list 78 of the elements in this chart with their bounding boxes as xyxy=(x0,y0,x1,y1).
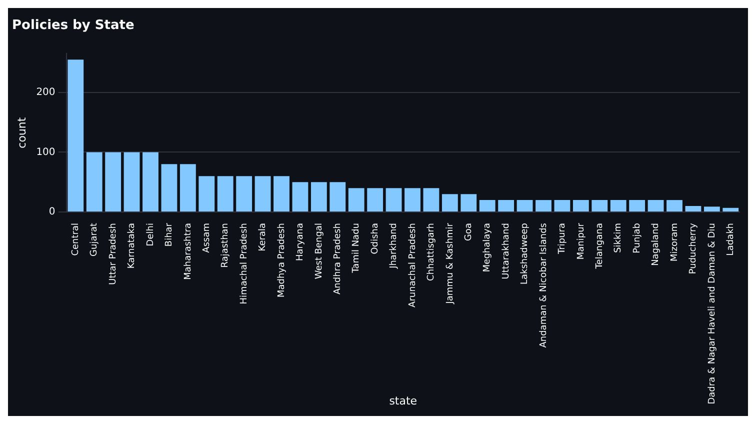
bar xyxy=(217,176,234,212)
x-tick-label: Mizoram xyxy=(670,223,680,262)
x-tick-label: Maharashtra xyxy=(183,223,194,280)
x-tick-label: Tripura xyxy=(558,223,568,256)
bar xyxy=(161,164,178,212)
bar xyxy=(404,188,420,212)
bar xyxy=(386,188,402,212)
bar xyxy=(442,194,458,212)
x-tick-label: Ladakh xyxy=(726,223,736,256)
bar xyxy=(629,200,646,212)
bar xyxy=(367,188,384,212)
bar xyxy=(516,200,533,212)
bar xyxy=(105,152,122,212)
x-tick-label: Gujarat xyxy=(90,222,100,256)
bar xyxy=(274,176,290,212)
bar xyxy=(198,176,215,212)
bar xyxy=(648,200,664,212)
x-tick-label: Punjab xyxy=(632,222,642,254)
x-tick-label: Uttar Pradesh xyxy=(108,223,118,285)
bar xyxy=(666,200,682,212)
x-tick-label: Assam xyxy=(202,223,212,253)
bar xyxy=(180,164,196,212)
x-tick-label: Kerala xyxy=(258,223,268,252)
bar xyxy=(310,182,327,212)
y-axis-title: count xyxy=(15,116,28,148)
bar xyxy=(460,194,477,212)
bar xyxy=(498,200,514,212)
bar xyxy=(142,152,158,212)
x-tick-label: Nagaland xyxy=(651,223,662,266)
bar xyxy=(68,60,84,212)
bar xyxy=(554,200,570,212)
bar xyxy=(423,188,440,212)
x-tick-label: Andaman & Nicobar Islands xyxy=(538,222,549,348)
x-tick-label: Rajasthan xyxy=(220,223,231,268)
x-tick-label: Manipur xyxy=(576,222,586,260)
bar xyxy=(292,182,308,212)
y-tick-label: 200 xyxy=(36,87,56,98)
x-tick-label: Madhya Pradesh xyxy=(276,223,287,298)
y-tick-label: 0 xyxy=(48,206,56,218)
x-tick-label: Haryana xyxy=(296,223,306,262)
bar xyxy=(572,200,589,212)
x-tick-label: Tamil Nadu xyxy=(352,223,362,274)
bar xyxy=(479,200,496,212)
bar xyxy=(254,176,271,212)
x-tick-label: Jharkhand xyxy=(389,223,400,270)
x-tick-label: Odisha xyxy=(370,223,380,254)
x-tick-label: Dadra & Nagar Haveli and Daman & Diu xyxy=(707,223,718,404)
x-tick-label: Meghalaya xyxy=(482,223,493,272)
y-tick-label: 100 xyxy=(36,146,56,158)
x-tick-label: Lakshadweep xyxy=(520,222,530,285)
x-tick-label: Chhattisgarh xyxy=(426,223,437,281)
x-tick-label: Karnataka xyxy=(127,223,138,269)
x-tick-label: Jammu & Kashmir xyxy=(445,222,456,305)
x-tick-label: Uttarakhand xyxy=(501,223,512,280)
x-tick-label: Telangana xyxy=(594,223,605,270)
bar xyxy=(610,200,626,212)
bar xyxy=(86,152,102,212)
bar xyxy=(348,188,364,212)
bar xyxy=(704,206,720,212)
bar xyxy=(236,176,252,212)
chart-title: Policies by State xyxy=(12,18,134,34)
bar xyxy=(330,182,346,212)
x-tick-label: Delhi xyxy=(146,223,156,246)
bar xyxy=(722,208,739,212)
bar xyxy=(536,200,552,212)
x-tick-label: Arunachal Pradesh xyxy=(408,223,418,308)
bar xyxy=(685,206,702,212)
x-tick-label: Bihar xyxy=(164,222,175,247)
x-tick-label: Andhra Pradesh xyxy=(332,223,343,294)
x-tick-label: Puducherry xyxy=(688,222,699,274)
x-tick-label: Himachal Pradesh xyxy=(239,223,250,304)
x-axis-title: state xyxy=(389,394,418,408)
bar xyxy=(124,152,140,212)
bar xyxy=(592,200,608,212)
x-tick-label: Central xyxy=(70,223,81,256)
x-tick-label: Sikkim xyxy=(614,223,624,253)
x-tick-label: West Bengal xyxy=(314,223,324,280)
x-tick-label: Goa xyxy=(464,223,474,241)
